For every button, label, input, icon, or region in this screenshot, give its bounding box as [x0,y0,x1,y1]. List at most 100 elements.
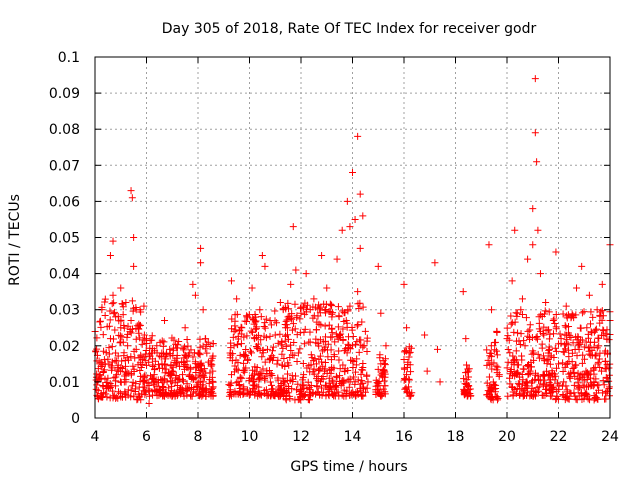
data-point [176,387,184,395]
data-point [105,322,113,330]
data-point [464,382,472,390]
data-point [122,298,130,306]
data-point [463,368,471,376]
data-point [162,390,170,398]
data-point [334,323,342,331]
data-point [179,377,187,385]
data-point [352,340,360,348]
data-point [350,357,358,365]
data-point [243,356,251,364]
data-point [339,325,347,333]
data-point [282,317,290,325]
data-point [336,372,344,380]
data-point [296,315,304,323]
data-point [261,358,269,366]
data-point [565,353,573,361]
data-point [590,396,598,404]
data-point [320,345,328,353]
data-point [240,333,248,341]
data-point [106,252,114,260]
data-point [294,380,302,388]
data-point [520,337,528,345]
data-point [535,354,543,362]
data-point [406,361,414,369]
data-point [508,384,516,392]
data-point [596,319,604,327]
data-point [153,392,161,400]
data-point [599,389,607,397]
data-point [545,308,553,316]
data-point [544,355,552,363]
data-point [552,364,560,372]
data-point [183,380,191,388]
data-point [377,392,385,400]
data-point [512,370,520,378]
x-tick-label: 6 [142,429,151,445]
data-point [562,302,570,310]
data-point [523,378,531,386]
data-point [578,309,586,317]
data-point [276,330,284,338]
data-point [492,338,500,346]
data-point [544,349,552,357]
data-point [237,323,245,331]
y-tick-label: 0.04 [49,267,80,283]
data-point [331,382,339,390]
data-point [332,372,340,380]
data-point [205,379,213,387]
data-point [343,319,351,327]
data-point [492,362,500,370]
data-point [381,382,389,390]
data-point [488,306,496,314]
data-point [577,336,585,344]
data-point [493,366,501,374]
data-point [540,371,548,379]
data-point [257,313,265,321]
data-point [162,350,170,358]
data-point [289,320,297,328]
data-point [139,377,147,385]
y-tick-label: 0.02 [49,339,80,355]
data-point [267,321,275,329]
data-point [312,326,320,334]
data-point [333,255,341,263]
data-point [310,295,318,303]
data-point [300,384,308,392]
data-point [343,349,351,357]
data-point [163,378,171,386]
data-point [578,262,586,270]
data-point [108,300,116,308]
data-point [254,340,262,348]
data-point [318,252,326,260]
data-point [330,353,338,361]
data-point [529,241,537,249]
data-point [508,277,516,285]
data-point [407,368,415,376]
data-point [598,280,606,288]
data-point [305,362,313,370]
data-point [507,312,515,320]
data-point [464,383,472,391]
data-point [581,355,589,363]
data-point [236,373,244,381]
data-point [483,361,491,369]
data-point [276,298,284,306]
data-point [240,359,248,367]
data-point [117,316,125,324]
data-point [130,392,138,400]
data-point [581,390,589,398]
data-point [601,364,609,372]
data-point [300,303,308,311]
data-point [344,307,352,315]
data-point [588,382,596,390]
data-point [153,342,161,350]
y-axis-label: ROTI / TECUs [7,194,23,286]
data-point [184,342,192,350]
data-point [300,340,308,348]
data-point [317,321,325,329]
data-point [376,351,384,359]
data-point [552,248,560,256]
data-point [553,392,561,400]
data-point [579,381,587,389]
data-point [180,362,188,370]
